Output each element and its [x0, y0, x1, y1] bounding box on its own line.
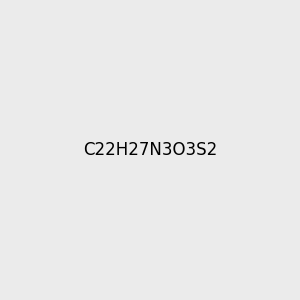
Text: C22H27N3O3S2: C22H27N3O3S2 — [83, 141, 217, 159]
